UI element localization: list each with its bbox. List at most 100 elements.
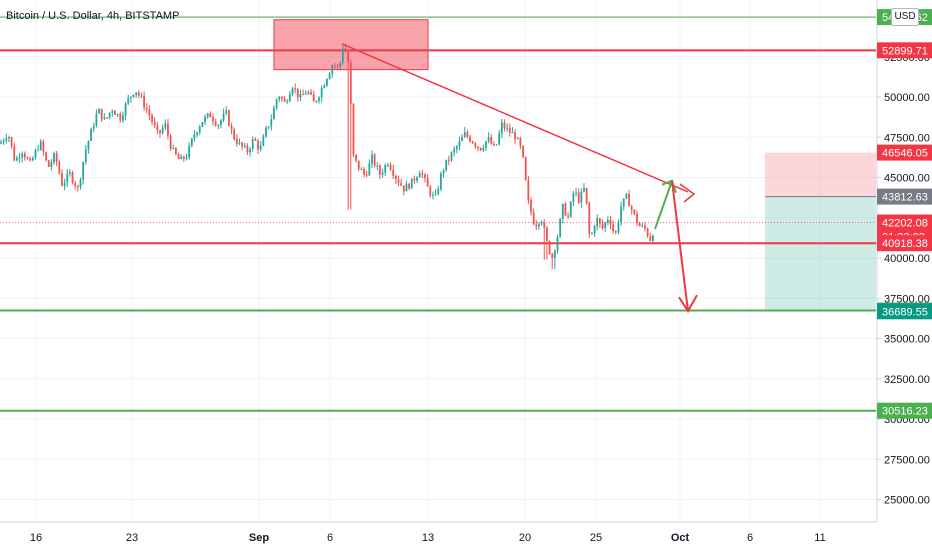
price-tag-52899.71: 52899.71 [877, 42, 932, 59]
candle-body [442, 170, 445, 174]
candle-body [243, 145, 246, 147]
price-tick-label: 37500.00 [884, 293, 930, 305]
candle-body [559, 219, 562, 238]
candle-body [447, 159, 450, 161]
candle-body [601, 223, 604, 228]
candle-body [222, 113, 225, 121]
candle-body [628, 193, 630, 207]
candle-body [614, 231, 617, 233]
candle-body [609, 219, 612, 225]
candle-body [148, 109, 151, 116]
candle-body [251, 139, 254, 150]
candle-body [288, 94, 291, 102]
candle-body [572, 193, 575, 202]
symbol-title[interactable]: Bitcoin / U.S. Dollar, 4h, BITSTAMP [6, 10, 180, 22]
candle-body [145, 107, 148, 110]
drawing-zones [273, 19, 876, 312]
candle-body [69, 172, 71, 174]
price-tag-label: 43812.63 [882, 192, 928, 204]
candle-body [432, 194, 434, 196]
candle-body [646, 228, 649, 237]
candle-body [641, 225, 644, 227]
price-tick-label: 40000.00 [884, 253, 930, 265]
price-tick-label: 35000.00 [884, 334, 930, 346]
candle-body [546, 227, 548, 241]
candle-body [217, 125, 220, 127]
candle-body [450, 152, 453, 161]
candle-body [45, 152, 47, 161]
candle-body [167, 123, 169, 136]
candle-body [87, 140, 90, 150]
candle-body [397, 179, 400, 184]
candle-body [474, 143, 477, 147]
candle-body [500, 122, 503, 134]
candle-body [511, 132, 514, 134]
time-tick-label: 25 [590, 532, 602, 544]
red-arrow-shaft [671, 180, 689, 312]
candle-body [493, 144, 495, 146]
candle-body [137, 92, 140, 96]
time-tick-label: 23 [126, 532, 138, 544]
candle-body [74, 182, 77, 186]
candle-body [413, 178, 416, 181]
candle-body [273, 108, 275, 120]
candle-body [98, 108, 100, 114]
candle-body [304, 93, 307, 95]
candle-body [31, 157, 34, 161]
time-tick-label: Oct [671, 532, 690, 544]
candle-body [424, 174, 426, 178]
candle-body [577, 192, 580, 203]
candle-body [556, 237, 559, 251]
candle-body [299, 94, 302, 98]
price-tag-30516.23: 30516.23 [877, 402, 932, 419]
candle-body [185, 157, 188, 159]
candle-body [214, 121, 217, 126]
candle-body [294, 88, 297, 90]
candle-body [355, 154, 357, 161]
candle-body [61, 173, 63, 186]
candle-body [347, 51, 350, 63]
candle-body [254, 139, 257, 141]
candle-body [159, 130, 161, 133]
candle-body [429, 186, 432, 196]
currency-button[interactable]: USD [891, 8, 919, 26]
time-axis[interactable]: 16 23 Sep 6 13 20 25 Oct 6 11 [0, 521, 932, 550]
candle-body [599, 218, 601, 224]
candle-body [426, 177, 429, 187]
candle-body [323, 85, 326, 89]
candle-body [379, 165, 381, 175]
candle-body [461, 137, 463, 141]
candle-body [286, 101, 289, 103]
price-axis-bg [877, 0, 932, 550]
candle-body [487, 137, 490, 142]
candle-body [394, 175, 397, 180]
candle-body [617, 222, 620, 233]
price-axis[interactable]: 25000.0027500.0030000.0032500.0035000.00… [876, 0, 932, 550]
candle-body [524, 157, 527, 181]
candle-body [649, 236, 652, 241]
candle-body [392, 169, 395, 176]
candle-body [193, 134, 196, 139]
candle-body [580, 191, 583, 203]
drawings [341, 43, 698, 314]
candle-body [283, 98, 286, 102]
candle-body [652, 235, 654, 241]
candle-body [606, 219, 609, 223]
candle-body [387, 164, 389, 166]
candle-body [0, 142, 2, 144]
candle-body [477, 146, 479, 148]
candle-body [212, 117, 214, 122]
candle-body [241, 142, 244, 147]
candle-body [135, 92, 138, 95]
price-tick-label: 45000.00 [884, 173, 930, 185]
candle-body [588, 203, 591, 234]
candle-body [506, 127, 509, 129]
candle-body [13, 146, 16, 161]
stop-loss-zone [765, 152, 876, 197]
price-tag-label: 30516.23 [882, 406, 928, 418]
candle-body [153, 121, 156, 126]
candle-body [140, 95, 143, 97]
price-tick-label: 25000.00 [884, 495, 930, 507]
